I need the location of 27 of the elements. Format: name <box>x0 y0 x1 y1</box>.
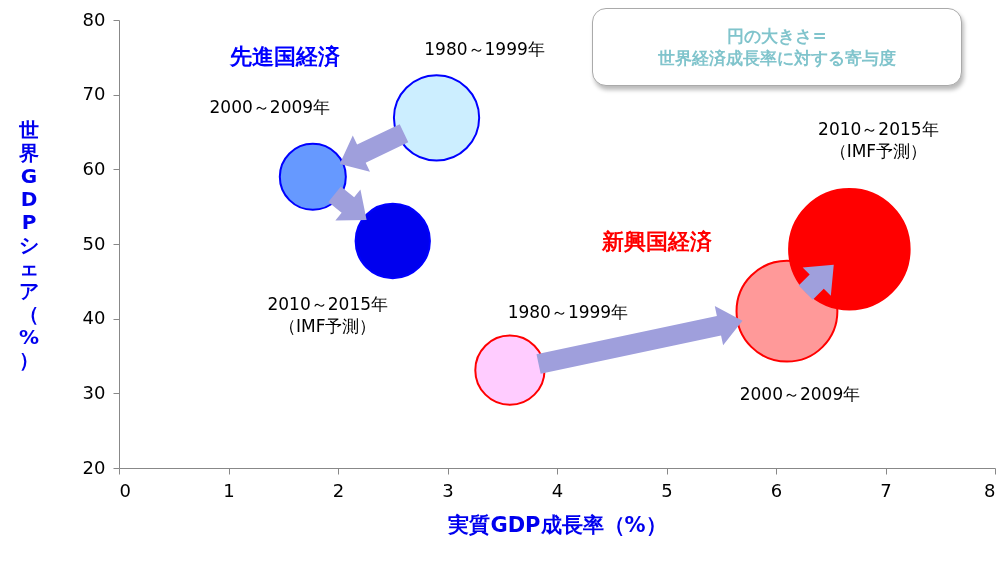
x-tick-label: 8 <box>984 479 996 501</box>
annotation: 2000～2009年 <box>739 384 861 405</box>
x-tick-label: 4 <box>551 479 564 501</box>
y-tick-label: 60 <box>82 157 106 179</box>
y-tick-label: 50 <box>82 232 106 254</box>
x-tick-label: 2 <box>332 479 345 501</box>
annotation: 1980～1999年 <box>507 302 629 323</box>
x-tick-label: 1 <box>223 479 235 501</box>
x-tick-label: 7 <box>880 479 892 501</box>
y-tick-label: 40 <box>82 307 106 329</box>
annotation: 2010～2015年（IMF予測） <box>267 294 389 337</box>
x-axis-title: 実質GDP成長率（%） <box>447 512 667 537</box>
y-tick-label: 80 <box>82 8 106 30</box>
annotation: 2000～2009年 <box>209 96 331 117</box>
x-tick-label: 0 <box>119 479 131 501</box>
y-tick-label: 30 <box>82 381 106 403</box>
annotation: 2010～2015年（IMF予測） <box>818 119 939 162</box>
text: 世界GDPシェア（%） <box>18 117 40 372</box>
text: 先進国経済 <box>228 43 341 69</box>
x-tick-label: 3 <box>442 479 454 501</box>
callout-box: 円の大きさ= 世界経済成長率に対する寄与度 <box>592 8 962 86</box>
y-tick-label: 70 <box>82 83 106 105</box>
series-label: 新興国経済 <box>600 229 713 255</box>
annotation: 1980～1999年 <box>424 38 545 59</box>
x-tick-label: 5 <box>661 479 673 501</box>
x-tick-label: 6 <box>770 479 783 501</box>
y-tick-label: 20 <box>82 456 106 478</box>
